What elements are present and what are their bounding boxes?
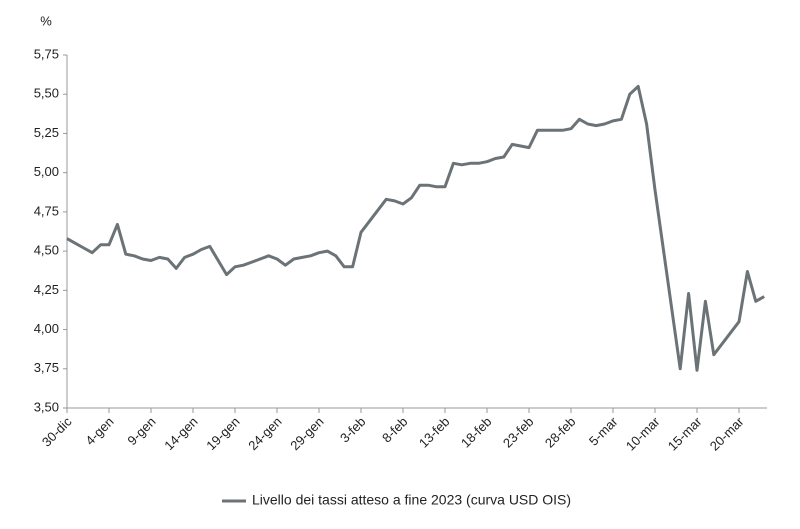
- x-tick-label: 13-feb: [416, 414, 453, 451]
- x-tick-label: 19-gen: [203, 414, 242, 453]
- y-tick-label: 5,50: [34, 86, 59, 101]
- x-tick-label: 5-mar: [586, 413, 621, 448]
- y-tick-label: 4,50: [34, 243, 59, 258]
- x-tick-label: 20-mar: [707, 413, 747, 453]
- y-tick-label: 5,75: [34, 46, 59, 61]
- y-tick-label: 5,25: [34, 125, 59, 140]
- x-tick-label: 15-mar: [665, 413, 705, 453]
- x-tick-label: 3-feb: [337, 414, 369, 446]
- y-tick-label: 4,75: [34, 203, 59, 218]
- y-tick-label: 4,25: [34, 282, 59, 297]
- data-line: [66, 84, 765, 372]
- x-tick-label: 4-gen: [82, 414, 116, 448]
- x-tick-label: 28-feb: [542, 414, 579, 451]
- y-tick-label: 3,75: [34, 360, 59, 375]
- x-tick-label: 8-feb: [379, 414, 411, 446]
- y-tick-label: 5,00: [34, 164, 59, 179]
- y-axis-label: %: [40, 13, 52, 28]
- x-tick-label: 29-gen: [287, 414, 326, 453]
- x-tick-label: 23-feb: [500, 414, 537, 451]
- y-tick-label: 4,00: [34, 321, 59, 336]
- legend-label: Livello dei tassi atteso a fine 2023 (cu…: [252, 492, 571, 508]
- x-tick-label: 10-mar: [623, 413, 663, 453]
- x-tick-label: 9-gen: [124, 414, 158, 448]
- x-tick-label: 24-gen: [245, 414, 284, 453]
- x-tick-label: 30-dic: [39, 414, 75, 450]
- x-tick-label: 14-gen: [161, 414, 200, 453]
- x-tick-label: 18-feb: [458, 414, 495, 451]
- y-tick-label: 3,50: [34, 399, 59, 414]
